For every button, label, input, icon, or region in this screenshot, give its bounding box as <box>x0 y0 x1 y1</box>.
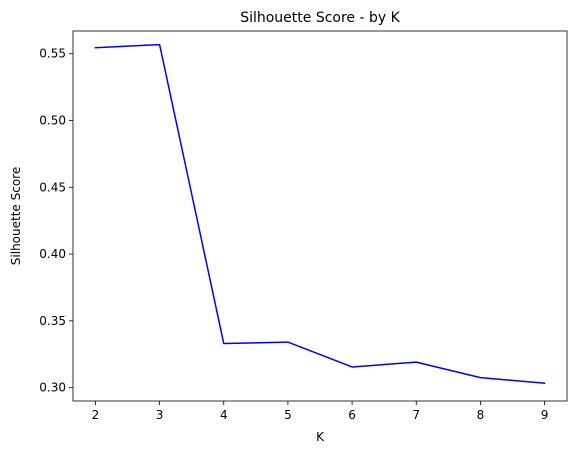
x-tick-label: 5 <box>284 408 292 422</box>
x-tick-label: 8 <box>477 408 485 422</box>
y-axis-label: Silhouette Score <box>9 167 23 265</box>
x-tick-label: 3 <box>156 408 164 422</box>
x-axis-ticks: 2 3 4 5 6 7 8 9 <box>92 401 549 422</box>
y-tick-label: 0.35 <box>39 314 66 328</box>
y-axis-ticks: 0.30 0.35 0.40 0.45 0.50 0.55 <box>39 47 73 395</box>
axes-frame <box>72 30 568 402</box>
y-tick-label: 0.40 <box>39 247 66 261</box>
y-tick-label: 0.45 <box>39 180 66 194</box>
chart-title: Silhouette Score - by K <box>240 10 400 26</box>
x-tick-label: 4 <box>220 408 228 422</box>
y-tick-label: 0.30 <box>39 381 66 395</box>
y-tick-label: 0.55 <box>39 47 66 61</box>
x-tick-label: 2 <box>92 408 100 422</box>
series-line <box>94 43 546 385</box>
x-tick-label: 9 <box>541 408 549 422</box>
x-axis-label: K <box>316 430 325 444</box>
x-tick-label: 7 <box>412 408 420 422</box>
x-tick-label: 6 <box>348 408 356 422</box>
plot-area <box>94 43 546 385</box>
y-tick-label: 0.50 <box>39 113 66 127</box>
